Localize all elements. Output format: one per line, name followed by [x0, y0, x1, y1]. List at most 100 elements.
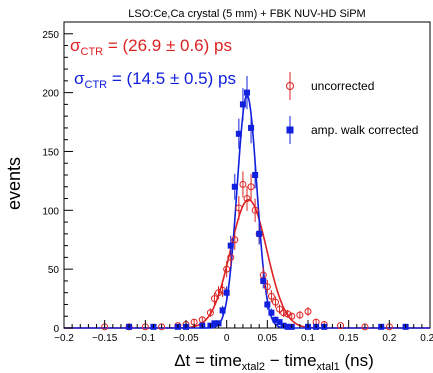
point-marker [271, 298, 279, 306]
point-marker [248, 124, 255, 131]
point-marker [263, 283, 271, 291]
point-marker [284, 323, 291, 330]
point-marker [247, 183, 255, 191]
y-tick-label: 250 [42, 30, 59, 41]
data-point-series-0 [251, 198, 259, 223]
x-tick-label: 0.2 [382, 333, 396, 344]
point-marker [252, 172, 259, 178]
legend-uncorrected-marker [286, 82, 294, 90]
point-marker [280, 309, 288, 317]
legend-corrected-marker [286, 126, 294, 134]
data-point-series-1 [211, 320, 218, 327]
point-marker [231, 183, 238, 190]
point-marker [210, 295, 218, 303]
point-marker [227, 242, 234, 249]
y-tick-label: 0 [53, 324, 59, 335]
x-tick-label: 0.25 [420, 333, 433, 344]
point-marker [215, 320, 222, 327]
data-point-series-1 [268, 308, 275, 317]
point-marker [276, 305, 284, 313]
data-point-series-0 [271, 296, 279, 308]
data-point-series-1 [272, 316, 279, 323]
point-marker [288, 312, 296, 320]
legend: uncorrected amp. walk corrected [286, 72, 418, 144]
y-tick-label: 150 [42, 147, 59, 158]
data-point-series-1 [264, 299, 271, 310]
point-marker [239, 101, 246, 108]
data-point-series-1 [276, 319, 283, 326]
y-axis-ticks: 0 50 100 150 200 250 [42, 21, 73, 335]
data-point-series-1 [260, 273, 267, 289]
x-tick-label: −0.2 [54, 333, 74, 344]
x-tick-label: 0.1 [301, 333, 315, 344]
point-marker [206, 309, 214, 317]
x-tick-label: −0.15 [92, 333, 118, 344]
data-point-series-1 [223, 286, 230, 300]
legend-uncorrected-label: uncorrected [311, 79, 374, 93]
point-marker [235, 204, 243, 212]
point-marker [219, 307, 226, 314]
annotation-ctr-corrected: σCTR = (14.5 ± 0.5) ps [74, 69, 236, 91]
point-marker [223, 289, 230, 296]
point-marker [264, 301, 271, 308]
data-point-series-0 [276, 304, 284, 314]
data-point-series-0 [263, 279, 271, 294]
y-tick-label: 50 [48, 265, 60, 276]
annotation-ctr-uncorrected: σCTR = (26.9 ± 0.6) ps [70, 36, 232, 58]
point-marker [337, 322, 345, 330]
point-marker [251, 206, 259, 214]
x-tick-label: 0.05 [258, 333, 278, 344]
x-tick-label: 0 [224, 333, 230, 344]
data-point-series-0 [235, 196, 243, 220]
y-axis-label: events [4, 157, 24, 210]
data-point-series-1 [219, 305, 226, 315]
data-point-series-0 [223, 260, 231, 278]
x-tick-label: −0.05 [173, 333, 199, 344]
point-marker [223, 265, 231, 273]
point-marker [235, 130, 242, 137]
data-point-series-0 [288, 312, 296, 320]
point-marker [244, 89, 250, 96]
data-point-series-0 [239, 171, 247, 198]
data-point-series-1 [244, 75, 250, 110]
data-point-series-0 [210, 292, 218, 305]
point-marker [239, 180, 247, 188]
data-point-series-1 [248, 112, 255, 144]
data-point-series-0 [206, 308, 214, 317]
data-point-series-1 [256, 223, 263, 245]
x-axis-ticks: −0.2 −0.15 −0.1 −0.05 0 0.05 0.1 0.15 0.2 0.25 [54, 320, 433, 344]
point-marker [158, 323, 166, 331]
x-tick-label: −0.1 [135, 333, 155, 344]
legend-corrected-label: amp. walk corrected [311, 123, 418, 137]
x-axis-label: Δt = timextal2 − timextal1 (ns) [174, 351, 374, 373]
data-point-series-0 [267, 290, 275, 303]
point-marker [243, 195, 251, 203]
point-marker [304, 308, 312, 316]
data-point-series-1 [235, 118, 242, 149]
data-point-series-0 [304, 307, 312, 316]
point-marker [272, 316, 279, 323]
data-point-series-1 [252, 161, 259, 189]
data-point-series-1 [239, 88, 246, 121]
point-marker [276, 319, 283, 326]
data-point-series-0 [280, 308, 288, 317]
data-point-series-1 [227, 235, 234, 256]
point-marker [260, 277, 267, 284]
chart-title: LSO:Ce,Ca crystal (5 mm) + FBK NUV-HD Si… [128, 8, 365, 20]
y-tick-label: 200 [42, 89, 59, 100]
point-marker [256, 230, 263, 237]
data-point-series-0 [231, 229, 239, 250]
data-point-series-1 [231, 173, 238, 200]
point-marker [267, 292, 275, 300]
point-marker [211, 320, 218, 327]
data-point-series-1 [284, 323, 291, 330]
x-tick-label: 0.15 [339, 333, 359, 344]
point-marker [231, 236, 239, 244]
data-point-series-0 [296, 311, 304, 319]
y-tick-label: 100 [42, 206, 59, 217]
data-point-series-0 [247, 173, 255, 200]
point-marker [268, 309, 275, 316]
point-marker [296, 311, 304, 319]
